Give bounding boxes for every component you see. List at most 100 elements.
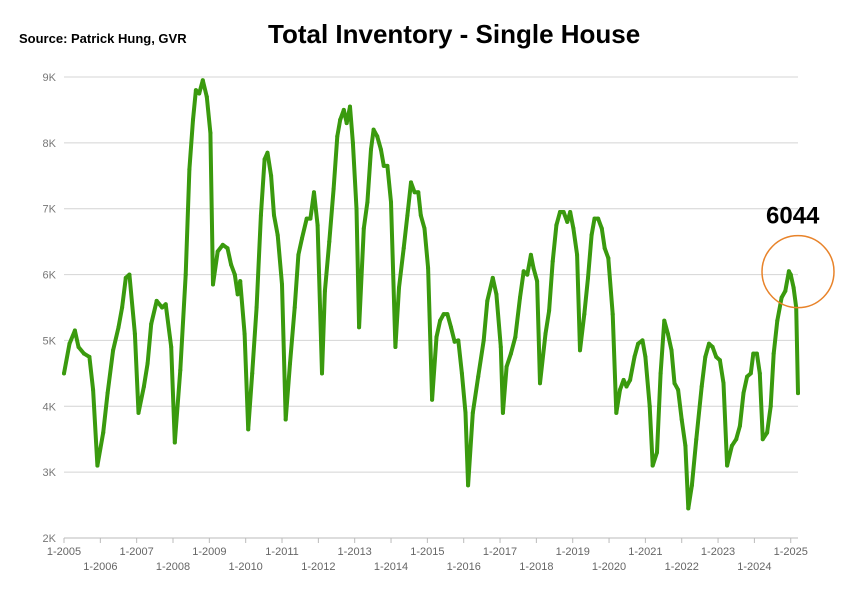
y-tick-label: 7K: [43, 204, 57, 216]
x-tick-label: 1-2018: [519, 561, 553, 573]
data-point: [292, 305, 297, 310]
x-tick-label: 1-2024: [737, 561, 771, 573]
chart-title: Total Inventory - Single House: [268, 19, 641, 49]
data-point: [311, 190, 316, 195]
data-point: [91, 387, 96, 392]
data-point: [250, 371, 255, 376]
data-point: [300, 236, 305, 241]
data-point: [375, 134, 380, 139]
x-tick-label: 1-2012: [301, 561, 335, 573]
data-point: [614, 410, 619, 415]
data-point: [149, 321, 154, 326]
data-point: [647, 404, 652, 409]
x-tick-label: 1-2022: [665, 561, 699, 573]
data-point: [238, 279, 243, 284]
data-point: [210, 282, 215, 287]
data-point: [235, 292, 240, 297]
data-point: [426, 265, 431, 270]
x-tick-label: 1-2019: [556, 546, 590, 558]
data-point: [246, 427, 251, 432]
data-point: [338, 117, 343, 122]
x-tick-label: 1-2021: [628, 546, 662, 558]
data-point: [220, 242, 225, 247]
data-point: [672, 381, 677, 386]
data-point: [81, 351, 86, 356]
data-point: [229, 262, 234, 267]
data-point: [518, 295, 523, 300]
data-point: [288, 361, 293, 366]
data-point: [606, 256, 611, 261]
data-point: [354, 206, 359, 211]
x-axis-ticks: 1-20051-20061-20071-20081-20091-20101-20…: [47, 538, 808, 573]
data-point: [393, 345, 398, 350]
data-point: [262, 157, 267, 162]
data-point: [265, 150, 270, 155]
data-point: [163, 302, 168, 307]
data-point: [463, 410, 468, 415]
data-point: [508, 351, 513, 356]
x-tick-label: 1-2020: [592, 561, 626, 573]
data-point: [610, 312, 615, 317]
data-point: [554, 223, 559, 228]
data-point: [596, 216, 601, 221]
data-point: [741, 391, 746, 396]
data-point: [550, 259, 555, 264]
data-point: [636, 341, 641, 346]
x-tick-label: 1-2014: [374, 561, 408, 573]
data-point: [269, 173, 274, 178]
data-point: [434, 335, 439, 340]
data-point: [504, 364, 509, 369]
x-tick-label: 1-2009: [192, 546, 226, 558]
data-point: [760, 437, 765, 442]
data-point: [145, 361, 150, 366]
data-point: [771, 351, 776, 356]
x-tick-label: 1-2013: [338, 546, 372, 558]
data-point: [197, 91, 202, 96]
data-point: [405, 213, 410, 218]
data-point: [485, 298, 490, 303]
data-point: [628, 377, 633, 382]
data-point: [725, 463, 730, 468]
data-point: [412, 190, 417, 195]
data-point: [315, 223, 320, 228]
data-point: [371, 127, 376, 132]
data-point: [445, 312, 450, 317]
data-point: [565, 219, 570, 224]
highlight-circle: [761, 234, 835, 309]
y-tick-label: 8K: [43, 138, 57, 150]
data-point: [101, 430, 106, 435]
data-point: [650, 463, 655, 468]
data-point: [699, 384, 704, 389]
data-point: [791, 285, 796, 290]
data-point: [111, 348, 116, 353]
data-point: [347, 104, 352, 109]
data-point: [438, 318, 443, 323]
data-point: [242, 331, 247, 336]
data-point: [624, 384, 629, 389]
y-tick-label: 9K: [43, 72, 57, 84]
data-point: [577, 348, 582, 353]
data-point: [178, 368, 183, 373]
data-point: [127, 272, 132, 277]
data-point: [786, 269, 791, 274]
data-point: [280, 282, 285, 287]
data-point: [308, 216, 313, 221]
data-point: [62, 371, 66, 376]
data-point: [655, 450, 660, 455]
data-point: [717, 358, 722, 363]
data-point: [389, 200, 394, 205]
y-axis-ticks: 2K 3K 4K 5K 6K 7K 8K 9K: [43, 72, 57, 545]
data-point: [105, 391, 110, 396]
data-point: [748, 371, 753, 376]
data-point: [120, 305, 125, 310]
data-point: [397, 285, 402, 290]
data-point: [679, 417, 684, 422]
data-point: [258, 213, 263, 218]
data-point: [498, 345, 503, 350]
data-point: [123, 275, 128, 280]
data-point: [215, 249, 220, 254]
y-tick-label: 4K: [43, 401, 57, 413]
data-point: [416, 190, 421, 195]
x-tick-label: 1-2007: [120, 546, 154, 558]
